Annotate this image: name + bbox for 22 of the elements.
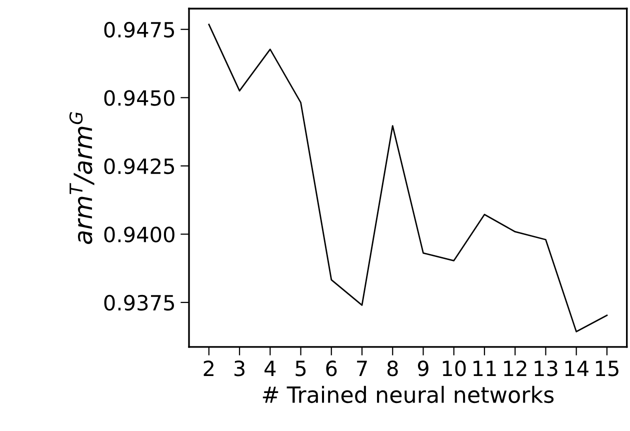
- line-series: [208, 24, 608, 332]
- y-tick-label: 0.9450: [104, 90, 174, 106]
- x-tick-label: 13: [534, 360, 558, 376]
- x-tick-label: 14: [565, 360, 588, 376]
- x-tick-label: 7: [357, 360, 367, 376]
- x-tick-label: 5: [296, 360, 306, 376]
- x-tick-label: 10: [442, 360, 466, 376]
- x-tick-label: 15: [596, 360, 618, 376]
- x-tick-label: 3: [234, 360, 244, 376]
- x-tick-label: 2: [204, 360, 214, 376]
- y-axis-title: arm$^{T}$/arm$^{G}$: [69, 112, 94, 244]
- x-tick-label: 12: [504, 360, 526, 376]
- x-axis-title: # Trained neural networks: [262, 386, 554, 404]
- x-tick-label: 9: [418, 360, 428, 376]
- x-tick-label: 4: [264, 360, 276, 376]
- y-tick-label: 0.9475: [104, 22, 174, 38]
- x-tick-label: 6: [326, 360, 337, 376]
- y-tick-label: 0.9375: [104, 294, 174, 311]
- x-tick-label: 11: [474, 360, 496, 376]
- x-tick-label: 8: [387, 360, 398, 376]
- y-tick-label: 0.9400: [104, 226, 174, 242]
- y-tick-label: 0.9425: [104, 158, 174, 174]
